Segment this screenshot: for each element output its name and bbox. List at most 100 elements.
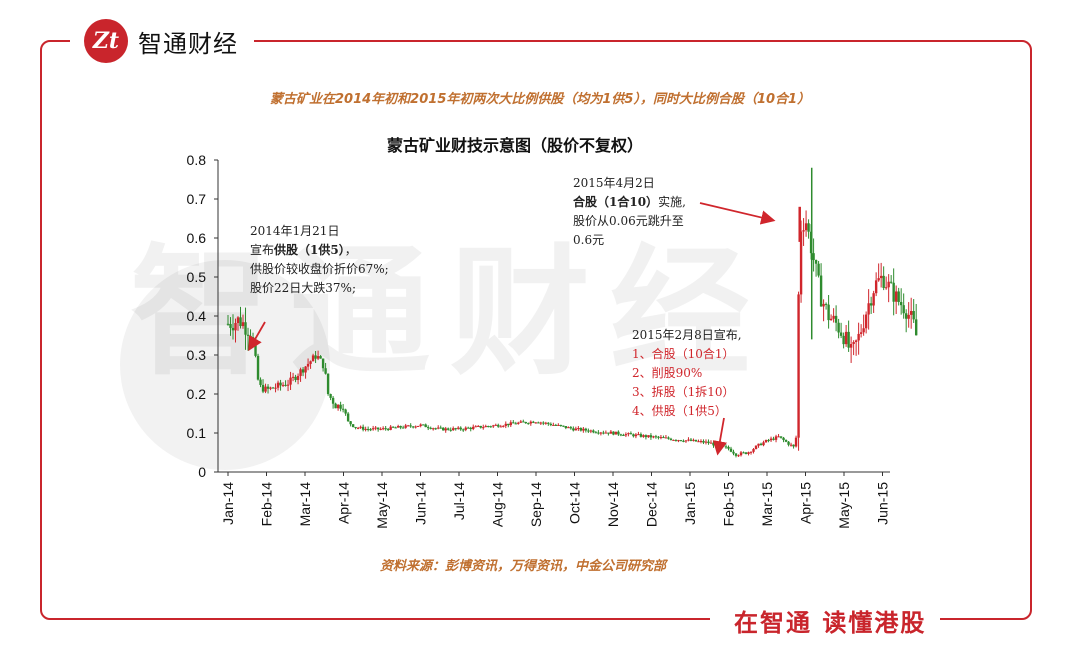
candle-body xyxy=(794,437,798,447)
candle-body xyxy=(351,424,355,427)
candle-body xyxy=(819,275,823,307)
candle-body xyxy=(329,394,332,398)
annotation-2015-consolidation: 2015年4月2日 合股（1合10）实施, 股价从0.06元跳升至 0.6元 xyxy=(573,174,686,250)
candle-body xyxy=(764,439,768,443)
candle-body xyxy=(599,432,603,434)
candle-body xyxy=(364,428,367,430)
candle-body xyxy=(582,428,585,431)
candle-body xyxy=(569,427,573,429)
candle-body xyxy=(346,413,350,422)
candle-body xyxy=(654,436,658,438)
candle-body xyxy=(286,384,290,386)
candle-body xyxy=(904,313,908,319)
candle-body xyxy=(782,437,785,441)
candle-body xyxy=(752,449,755,452)
candle-body xyxy=(722,445,725,447)
candle-body xyxy=(239,317,242,327)
annotation-bold: 供股（1供5） xyxy=(274,243,345,257)
x-tick-label: Nov-14 xyxy=(605,482,621,527)
candle-body xyxy=(454,428,457,430)
candle-body xyxy=(281,384,285,386)
candle-body xyxy=(659,437,663,439)
candle-body xyxy=(829,318,833,321)
candle-body xyxy=(669,438,673,440)
candle-body xyxy=(519,421,522,423)
candle-body xyxy=(574,428,578,431)
candle-body xyxy=(612,431,615,435)
x-tick-label: Aug-14 xyxy=(490,482,506,527)
candle-body xyxy=(584,428,588,431)
candle-body xyxy=(271,387,275,389)
candle-body xyxy=(276,382,280,388)
candle-body xyxy=(524,422,527,424)
candle-body xyxy=(707,441,710,443)
candle-body xyxy=(244,322,247,335)
candle-body xyxy=(734,453,738,456)
candle-body xyxy=(679,440,683,442)
candle-body xyxy=(677,440,680,442)
candle-body xyxy=(762,442,765,446)
candle-body xyxy=(814,260,818,264)
candle-body xyxy=(844,331,848,345)
candle-body xyxy=(617,431,620,435)
candle-body xyxy=(226,323,230,325)
candle-body xyxy=(409,425,412,427)
candle-body xyxy=(279,382,282,386)
candle-body xyxy=(356,427,360,429)
annotation-line: 4、供股（1供5） xyxy=(632,404,727,418)
candle-body xyxy=(419,424,422,426)
annotation-line: 宣布 xyxy=(250,243,275,257)
y-tick-label: 0.3 xyxy=(187,347,207,363)
candle-body xyxy=(614,431,618,435)
x-tick-label: Apr-15 xyxy=(798,482,814,524)
annotation-line: 0.6元 xyxy=(573,233,605,247)
candle-body xyxy=(747,452,750,454)
annotation-2015-announcement: 2015年2月8日宣布, 1、合股（10合1） 2、削股90% 3、拆股（1拆1… xyxy=(632,326,742,421)
candle-body xyxy=(567,427,570,429)
annotation-bold: 合股（1合10） xyxy=(573,195,659,209)
candle-body xyxy=(572,428,575,431)
zhitong-logo-icon: Zt xyxy=(84,19,128,63)
candle-body xyxy=(339,404,342,409)
candle-body xyxy=(256,355,260,380)
candle-body xyxy=(597,432,600,434)
candle-body xyxy=(296,375,300,380)
candle-body xyxy=(366,428,370,430)
candle-body xyxy=(494,424,497,426)
brand-header: Zt 智通财经 xyxy=(70,14,254,68)
candle-body xyxy=(629,433,633,435)
candle-body xyxy=(907,314,910,319)
candle-body xyxy=(434,428,437,430)
candle-body xyxy=(889,281,893,283)
candle-body xyxy=(884,287,888,289)
candle-body xyxy=(464,427,467,430)
candle-body xyxy=(754,445,758,450)
candle-body xyxy=(414,426,417,428)
candle-body xyxy=(479,425,482,428)
candle-body xyxy=(562,425,565,427)
annotation-line: 股价从0.06元跳升至 xyxy=(573,214,684,228)
candle-body xyxy=(331,397,335,404)
candle-body xyxy=(779,436,783,438)
candle-body xyxy=(787,441,790,445)
candle-body xyxy=(592,430,595,433)
x-tick-label: May-15 xyxy=(836,482,852,529)
candle-body xyxy=(744,452,748,454)
candle-body xyxy=(421,424,425,426)
candle-body xyxy=(236,317,240,324)
candle-body xyxy=(241,322,245,327)
candle-body xyxy=(254,339,257,356)
candle-body xyxy=(799,231,803,295)
candle-body xyxy=(902,305,905,314)
candle-body xyxy=(229,323,232,328)
candle-body xyxy=(667,437,670,439)
candle-body xyxy=(499,426,502,428)
candle-body xyxy=(379,428,382,430)
candle-body xyxy=(492,425,495,427)
candle-body xyxy=(321,358,325,369)
data-source: 资料来源：彭博资讯，万得资讯，中金公司研究部 xyxy=(380,559,667,574)
candle-body xyxy=(529,421,533,424)
candle-body xyxy=(507,423,510,426)
y-tick-label: 0 xyxy=(198,464,206,480)
arrow-feb-2015-event xyxy=(712,417,727,456)
